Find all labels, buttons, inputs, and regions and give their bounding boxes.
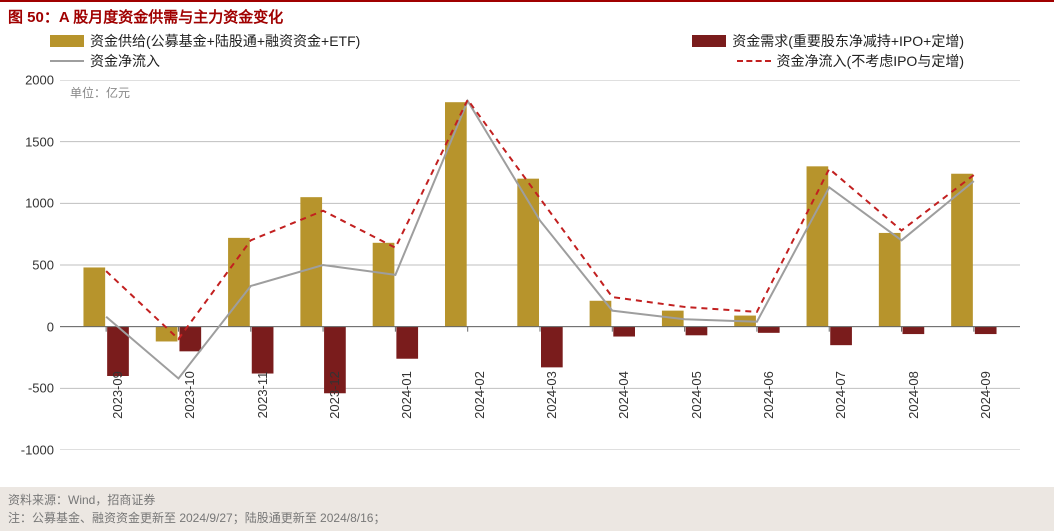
title-bar: 图 50：A 股月度资金供需与主力资金变化 [0, 0, 1054, 29]
x-tick-label: 2024-02 [472, 371, 487, 419]
x-tick-label: 2024-06 [761, 371, 776, 419]
y-tick-label: 1500 [0, 134, 54, 149]
chart-svg [60, 80, 1020, 450]
legend-demand-label: 资金需求(重要股东净减持+IPO+定增) [732, 31, 964, 51]
x-tick-label: 2024-03 [544, 371, 559, 419]
y-tick-label: 2000 [0, 73, 54, 88]
y-tick-label: 0 [0, 319, 54, 334]
legend-netflow: 资金净流入 [50, 51, 160, 71]
y-tick-label: 1000 [0, 196, 54, 211]
x-tick-label: 2024-09 [978, 371, 993, 419]
chart-plot-area [60, 80, 1020, 450]
legend-supply-swatch [50, 35, 84, 47]
x-tick-label: 2023-09 [110, 371, 125, 419]
footer-note: 注：公募基金、融资资金更新至 2024/9/27；陆股通更新至 2024/8/1… [8, 509, 1046, 527]
legend: 资金供给(公募基金+陆股通+融资资金+ETF) 资金需求(重要股东净减持+IPO… [0, 29, 1054, 71]
legend-netflow-ex-line [737, 60, 771, 62]
y-tick-label: 500 [0, 258, 54, 273]
y-tick-label: -500 [0, 381, 54, 396]
chart-title: 图 50：A 股月度资金供需与主力资金变化 [8, 9, 283, 26]
x-tick-label: 2024-01 [399, 371, 414, 419]
x-tick-label: 2023-12 [327, 371, 342, 419]
x-tick-label: 2023-10 [182, 371, 197, 419]
x-tick-label: 2023-11 [255, 371, 270, 418]
legend-netflow-ex: 资金净流入(不考虑IPO与定增) [737, 51, 964, 71]
x-tick-label: 2024-05 [689, 371, 704, 419]
legend-netflow-ex-label: 资金净流入(不考虑IPO与定增) [777, 51, 964, 71]
legend-netflow-label: 资金净流入 [90, 51, 160, 71]
figure-container: 图 50：A 股月度资金供需与主力资金变化 资金供给(公募基金+陆股通+融资资金… [0, 0, 1054, 531]
legend-supply: 资金供给(公募基金+陆股通+融资资金+ETF) [50, 31, 360, 51]
legend-demand: 资金需求(重要股东净减持+IPO+定增) [692, 31, 964, 51]
y-tick-label: -1000 [0, 443, 54, 458]
x-tick-label: 2024-08 [906, 371, 921, 419]
footer-source: 资料来源：Wind，招商证券 [8, 491, 1046, 509]
x-tick-label: 2024-07 [833, 371, 848, 419]
footer: 资料来源：Wind，招商证券 注：公募基金、融资资金更新至 2024/9/27；… [0, 487, 1054, 531]
legend-netflow-line [50, 60, 84, 62]
legend-demand-swatch [692, 35, 726, 47]
legend-supply-label: 资金供给(公募基金+陆股通+融资资金+ETF) [90, 31, 360, 51]
x-tick-label: 2024-04 [616, 371, 631, 419]
